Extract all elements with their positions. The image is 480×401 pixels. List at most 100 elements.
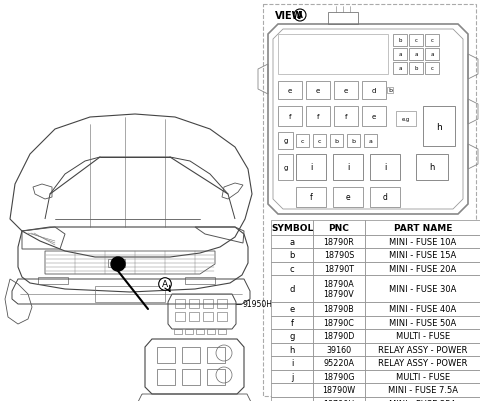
Bar — [365, 302, 480, 316]
Bar — [271, 221, 313, 235]
Text: 18790B: 18790B — [324, 304, 354, 314]
Bar — [365, 275, 480, 302]
Text: MULTI - FUSE: MULTI - FUSE — [396, 331, 450, 340]
Bar — [313, 370, 365, 383]
Text: VIEW: VIEW — [275, 11, 303, 21]
Text: d: d — [383, 193, 387, 202]
Text: b: b — [335, 139, 338, 144]
Text: MINI - FUSE 30A: MINI - FUSE 30A — [389, 284, 456, 293]
Text: MULTI - FUSE: MULTI - FUSE — [396, 372, 450, 381]
Text: a: a — [369, 139, 372, 144]
Text: f: f — [290, 318, 293, 327]
Text: SYMBOL: SYMBOL — [271, 223, 313, 232]
Text: MINI - FUSE 40A: MINI - FUSE 40A — [389, 304, 456, 314]
Bar — [313, 248, 365, 262]
Bar — [313, 383, 365, 397]
Text: MINI - FUSE 7.5A: MINI - FUSE 7.5A — [388, 385, 458, 394]
Text: RELAY ASSY - POWER: RELAY ASSY - POWER — [378, 358, 468, 367]
Text: f: f — [289, 114, 291, 120]
Bar — [313, 221, 365, 235]
Text: c: c — [415, 38, 418, 43]
Text: a: a — [289, 237, 295, 246]
Bar — [313, 302, 365, 316]
Text: e: e — [346, 193, 350, 202]
Text: f: f — [310, 193, 312, 202]
Text: j: j — [291, 372, 293, 381]
Text: c: c — [431, 66, 433, 71]
Bar — [365, 329, 480, 342]
Bar — [271, 397, 313, 401]
Text: d: d — [372, 88, 376, 94]
Text: a: a — [398, 53, 402, 57]
Text: c: c — [301, 139, 304, 144]
Text: MINI - FUSE 15A: MINI - FUSE 15A — [389, 251, 456, 259]
Bar — [365, 248, 480, 262]
Text: 18790S: 18790S — [324, 251, 354, 259]
Text: 39160: 39160 — [326, 345, 351, 354]
Text: e: e — [288, 88, 292, 94]
Text: b: b — [414, 66, 418, 71]
Text: d: d — [289, 284, 295, 293]
Text: i: i — [291, 358, 293, 367]
Text: a: a — [414, 53, 418, 57]
Text: 18790C: 18790C — [324, 318, 354, 327]
Bar — [271, 275, 313, 302]
Text: c: c — [290, 264, 294, 273]
Bar — [365, 397, 480, 401]
Text: b: b — [388, 88, 392, 93]
Text: i: i — [310, 163, 312, 172]
Text: PART NAME: PART NAME — [394, 223, 452, 232]
Text: f: f — [317, 114, 319, 120]
Text: g: g — [283, 138, 288, 144]
Text: a: a — [430, 53, 434, 57]
Text: f: f — [345, 114, 347, 120]
Text: e: e — [316, 88, 320, 94]
Bar — [365, 235, 480, 248]
Bar — [365, 342, 480, 356]
Text: MINI - FUSE 20A: MINI - FUSE 20A — [389, 264, 456, 273]
Bar — [271, 329, 313, 342]
Text: c: c — [431, 38, 433, 43]
Text: b: b — [351, 139, 356, 144]
Text: e.g: e.g — [402, 116, 410, 121]
Text: g: g — [283, 164, 288, 170]
Bar — [365, 316, 480, 329]
Text: 18790T: 18790T — [324, 264, 354, 273]
Text: 18790U: 18790U — [324, 399, 355, 401]
Bar — [271, 342, 313, 356]
Bar — [271, 302, 313, 316]
Text: A: A — [297, 12, 303, 20]
Bar — [271, 248, 313, 262]
Bar — [365, 262, 480, 275]
Text: e: e — [289, 304, 295, 314]
Text: MINI - FUSE 50A: MINI - FUSE 50A — [389, 318, 456, 327]
Text: g: g — [289, 331, 295, 340]
Text: 18790W: 18790W — [323, 385, 356, 394]
Bar — [271, 316, 313, 329]
Text: 91950H: 91950H — [242, 300, 272, 309]
Bar — [365, 370, 480, 383]
Bar — [271, 235, 313, 248]
Circle shape — [111, 257, 125, 271]
Text: A: A — [162, 280, 168, 289]
Bar — [313, 262, 365, 275]
Text: 18790R: 18790R — [324, 237, 354, 246]
Text: b: b — [289, 251, 295, 259]
Text: c: c — [318, 139, 321, 144]
Text: i: i — [347, 163, 349, 172]
Text: e: e — [372, 114, 376, 120]
Bar — [365, 383, 480, 397]
Bar — [313, 356, 365, 370]
Text: e: e — [344, 88, 348, 94]
Text: h: h — [429, 163, 435, 172]
Text: b: b — [398, 38, 402, 43]
Bar — [313, 235, 365, 248]
Bar — [313, 275, 365, 302]
Bar — [365, 356, 480, 370]
Text: h: h — [436, 122, 442, 131]
Text: RELAY ASSY - POWER: RELAY ASSY - POWER — [378, 345, 468, 354]
Text: 18790A
18790V: 18790A 18790V — [324, 279, 354, 298]
Bar — [313, 329, 365, 342]
Text: h: h — [289, 345, 295, 354]
Bar — [271, 262, 313, 275]
